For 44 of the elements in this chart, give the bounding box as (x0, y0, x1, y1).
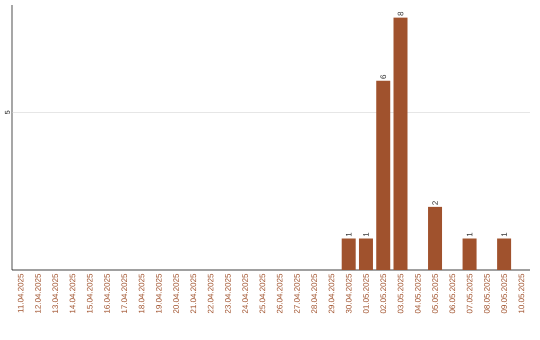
bar (497, 238, 512, 270)
x-tick-label: 09.05.2025 (501, 274, 507, 314)
bar (342, 238, 356, 270)
data-label: 8 (398, 12, 404, 16)
data-label: 6 (380, 74, 386, 79)
bar (376, 80, 390, 270)
bar (394, 18, 408, 270)
x-tick-label: 13.04.2025 (52, 274, 58, 313)
x-tick-label: 01.05.2025 (363, 274, 369, 314)
x-tick-label: 28.04.2025 (311, 274, 317, 314)
x-tick-label: 30.04.2025 (346, 274, 352, 314)
data-label: 1 (363, 232, 369, 236)
x-tick-label: 07.05.2025 (466, 274, 472, 314)
x-tick-label: 05.05.2025 (432, 274, 438, 314)
x-tick-label: 25.04.2025 (260, 274, 266, 314)
x-tick-label: 21.04.2025 (190, 274, 196, 314)
x-tick-label: 22.04.2025 (208, 274, 214, 314)
x-tick-label: 10.05.2025 (518, 274, 524, 313)
x-tick-label: 29.04.2025 (328, 274, 334, 314)
x-tick-label: 12.04.2025 (35, 274, 41, 313)
data-label: 1 (466, 232, 472, 236)
bar (428, 206, 442, 270)
x-tick-label: 26.04.2025 (276, 274, 282, 314)
data-label: 1 (346, 232, 352, 236)
x-tick-label: 16.04.2025 (104, 274, 110, 313)
x-tick-label: 24.04.2025 (242, 274, 248, 314)
x-tick-label: 14.04.2025 (70, 274, 76, 313)
x-tick-label: 06.05.2025 (449, 274, 456, 314)
x-tick-label: 02.05.2025 (380, 274, 386, 314)
x-tick-label: 04.05.2025 (414, 274, 421, 314)
x-tick-label: 11.04.2025 (18, 274, 24, 312)
x-tick-label: 08.05.2025 (484, 274, 490, 314)
data-label: 1 (501, 232, 507, 236)
x-tick-label: 03.05.2025 (398, 274, 404, 314)
data-label: 2 (432, 201, 438, 205)
x-tick-label: 17.04.2025 (121, 274, 128, 313)
x-tick-label: 15.04.2025 (86, 274, 93, 313)
x-tick-label: 18.04.2025 (138, 274, 144, 313)
x-tick-label: 20.04.2025 (173, 274, 179, 314)
x-tick-label: 19.04.2025 (156, 274, 162, 313)
x-tick-label: 27.04.2025 (294, 274, 300, 314)
x-tick-label: 23.04.2025 (225, 274, 231, 314)
bar (462, 238, 477, 270)
bar (358, 238, 373, 270)
